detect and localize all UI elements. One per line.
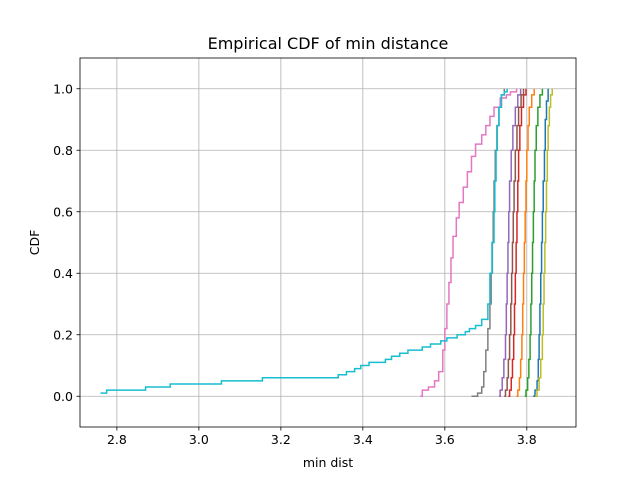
plot-frame [79, 57, 577, 428]
cdf-series-line-4 [508, 88, 527, 397]
y-tick-label: 0.6 [53, 204, 73, 219]
x-tick-label: 2.8 [107, 432, 127, 447]
chart-title: Empirical CDF of min distance [208, 34, 449, 53]
ticks: 2.8 3.0 3.2 3.4 3.6 3.8 0.0 0.2 0.4 0.6 0.8 1.0 [53, 81, 537, 447]
x-tick-label: 3.4 [353, 432, 373, 447]
cdf-series-line-3 [524, 88, 544, 397]
cdf-series-line-9 [535, 88, 553, 397]
x-axis-label: min dist [303, 455, 353, 470]
y-tick-label: 0.4 [53, 266, 73, 281]
series-group [100, 88, 553, 397]
cdf-series-line-10 [100, 88, 508, 394]
cdf-series-line-2 [516, 88, 535, 397]
x-tick-label: 3.0 [189, 432, 209, 447]
x-tick-label: 3.6 [435, 432, 455, 447]
y-tick-label: 1.0 [53, 81, 73, 96]
cdf-series-line-5 [498, 88, 522, 397]
y-tick-label: 0.0 [53, 389, 73, 404]
y-tick-label: 0.2 [53, 327, 73, 342]
y-axis-label: CDF [27, 230, 42, 256]
cdf-series-line-6 [504, 88, 525, 397]
cdf-series-line-1 [532, 88, 549, 397]
x-tick-label: 3.2 [271, 432, 291, 447]
cdf-series-line-7 [420, 88, 518, 397]
y-tick-label: 0.8 [53, 143, 73, 158]
x-tick-label: 3.8 [517, 432, 537, 447]
